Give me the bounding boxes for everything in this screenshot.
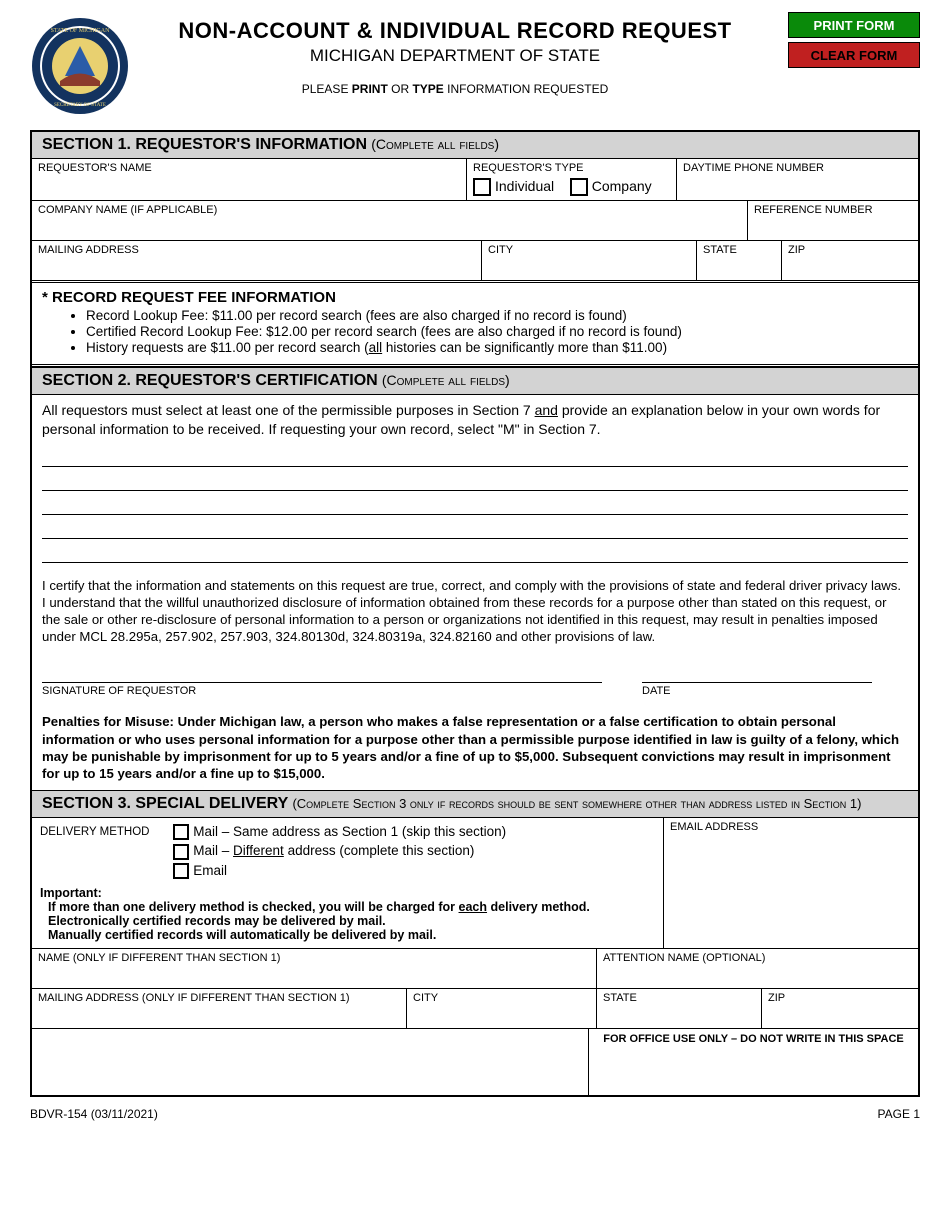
- page-number: PAGE 1: [878, 1107, 920, 1121]
- diff-mailing-field[interactable]: MAILING ADDRESS (ONLY IF DIFFERENT THAN …: [32, 989, 407, 1028]
- state-field[interactable]: STATE: [697, 241, 782, 280]
- section-3-header: SECTION 3. SPECIAL DELIVERY (Complete Se…: [32, 790, 918, 817]
- state-seal-icon: STATE OF MICHIGAN SECRETARY OF STATE: [30, 16, 130, 116]
- requestor-name-field[interactable]: REQUESTOR'S NAME: [32, 159, 467, 200]
- phone-field[interactable]: DAYTIME PHONE NUMBER: [677, 159, 918, 200]
- title-block: NON-ACCOUNT & INDIVIDUAL RECORD REQUEST …: [140, 18, 770, 96]
- fee-item: Record Lookup Fee: $11.00 per record sea…: [86, 308, 908, 323]
- email-field[interactable]: EMAIL ADDRESS: [663, 818, 918, 948]
- section-2-header: SECTION 2. REQUESTOR'S CERTIFICATION (Co…: [32, 367, 918, 394]
- zip-field[interactable]: ZIP: [782, 241, 918, 280]
- office-use-box: FOR OFFICE USE ONLY – DO NOT WRITE IN TH…: [588, 1029, 918, 1095]
- form-page: STATE OF MICHIGAN SECRETARY OF STATE NON…: [0, 0, 950, 1131]
- explanation-lines[interactable]: [42, 445, 908, 563]
- fee-info-box: * RECORD REQUEST FEE INFORMATION Record …: [32, 280, 918, 367]
- signature-row: SIGNATURE OF REQUESTOR DATE: [42, 665, 908, 697]
- mail-diff-checkbox[interactable]: [173, 844, 189, 860]
- certification-text: I certify that the information and state…: [42, 577, 908, 646]
- company-checkbox[interactable]: [570, 178, 588, 196]
- mail-same-checkbox[interactable]: [173, 824, 189, 840]
- delivery-method-label: DELIVERY METHOD: [40, 824, 150, 838]
- svg-text:SECRETARY OF STATE: SECRETARY OF STATE: [54, 103, 106, 108]
- diff-city-field[interactable]: CITY: [407, 989, 597, 1028]
- fee-item: History requests are $11.00 per record s…: [86, 340, 908, 355]
- section-2-body: All requestors must select at least one …: [32, 394, 918, 790]
- form-number: BDVR-154 (03/11/2021): [30, 1107, 158, 1121]
- delivery-options: Mail – Same address as Section 1 (skip t…: [173, 824, 506, 882]
- form-body: SECTION 1. REQUESTOR'S INFORMATION (Comp…: [30, 130, 920, 1097]
- diff-name-field[interactable]: NAME (ONLY IF DIFFERENT THAN SECTION 1): [32, 949, 597, 988]
- s1-row-2: COMPANY NAME (IF APPLICABLE) REFERENCE N…: [32, 200, 918, 240]
- s3-row-addr: MAILING ADDRESS (ONLY IF DIFFERENT THAN …: [32, 988, 918, 1028]
- email-checkbox[interactable]: [173, 863, 189, 879]
- diff-zip-field[interactable]: ZIP: [762, 989, 918, 1028]
- mailing-field[interactable]: MAILING ADDRESS: [32, 241, 482, 280]
- penalty-text: Penalties for Misuse: Under Michigan law…: [42, 713, 908, 782]
- s2-intro: All requestors must select at least one …: [42, 401, 908, 439]
- print-button[interactable]: PRINT FORM: [788, 12, 920, 38]
- section-1-header: SECTION 1. REQUESTOR'S INFORMATION (Comp…: [32, 132, 918, 158]
- reference-field[interactable]: REFERENCE NUMBER: [748, 201, 918, 240]
- s3-row-name: NAME (ONLY IF DIFFERENT THAN SECTION 1) …: [32, 948, 918, 988]
- form-title: NON-ACCOUNT & INDIVIDUAL RECORD REQUEST: [140, 18, 770, 44]
- s1-row-1: REQUESTOR'S NAME REQUESTOR'S TYPE Indivi…: [32, 158, 918, 200]
- s1-row-3: MAILING ADDRESS CITY STATE ZIP: [32, 240, 918, 280]
- svg-text:STATE OF MICHIGAN: STATE OF MICHIGAN: [51, 28, 111, 34]
- page-footer: BDVR-154 (03/11/2021) PAGE 1: [30, 1107, 920, 1121]
- important-note: Important: If more than one delivery met…: [40, 886, 655, 942]
- attn-field[interactable]: ATTENTION NAME (OPTIONAL): [597, 949, 918, 988]
- header-row: STATE OF MICHIGAN SECRETARY OF STATE NON…: [30, 18, 920, 116]
- form-subtitle: MICHIGAN DEPARTMENT OF STATE: [140, 46, 770, 66]
- signature-field[interactable]: SIGNATURE OF REQUESTOR: [42, 665, 602, 697]
- clear-button[interactable]: CLEAR FORM: [788, 42, 920, 68]
- requestor-type-field: REQUESTOR'S TYPE Individual Company: [467, 159, 677, 200]
- company-name-field[interactable]: COMPANY NAME (IF APPLICABLE): [32, 201, 748, 240]
- form-instruction: PLEASE PRINT OR TYPE INFORMATION REQUEST…: [140, 82, 770, 96]
- diff-state-field[interactable]: STATE: [597, 989, 762, 1028]
- individual-checkbox[interactable]: [473, 178, 491, 196]
- delivery-block: DELIVERY METHOD Mail – Same address as S…: [32, 817, 918, 948]
- date-field[interactable]: DATE: [642, 665, 872, 697]
- city-field[interactable]: CITY: [482, 241, 697, 280]
- footer-area: FOR OFFICE USE ONLY – DO NOT WRITE IN TH…: [32, 1028, 918, 1095]
- action-buttons: PRINT FORM CLEAR FORM: [780, 12, 920, 68]
- fee-item: Certified Record Lookup Fee: $12.00 per …: [86, 324, 908, 339]
